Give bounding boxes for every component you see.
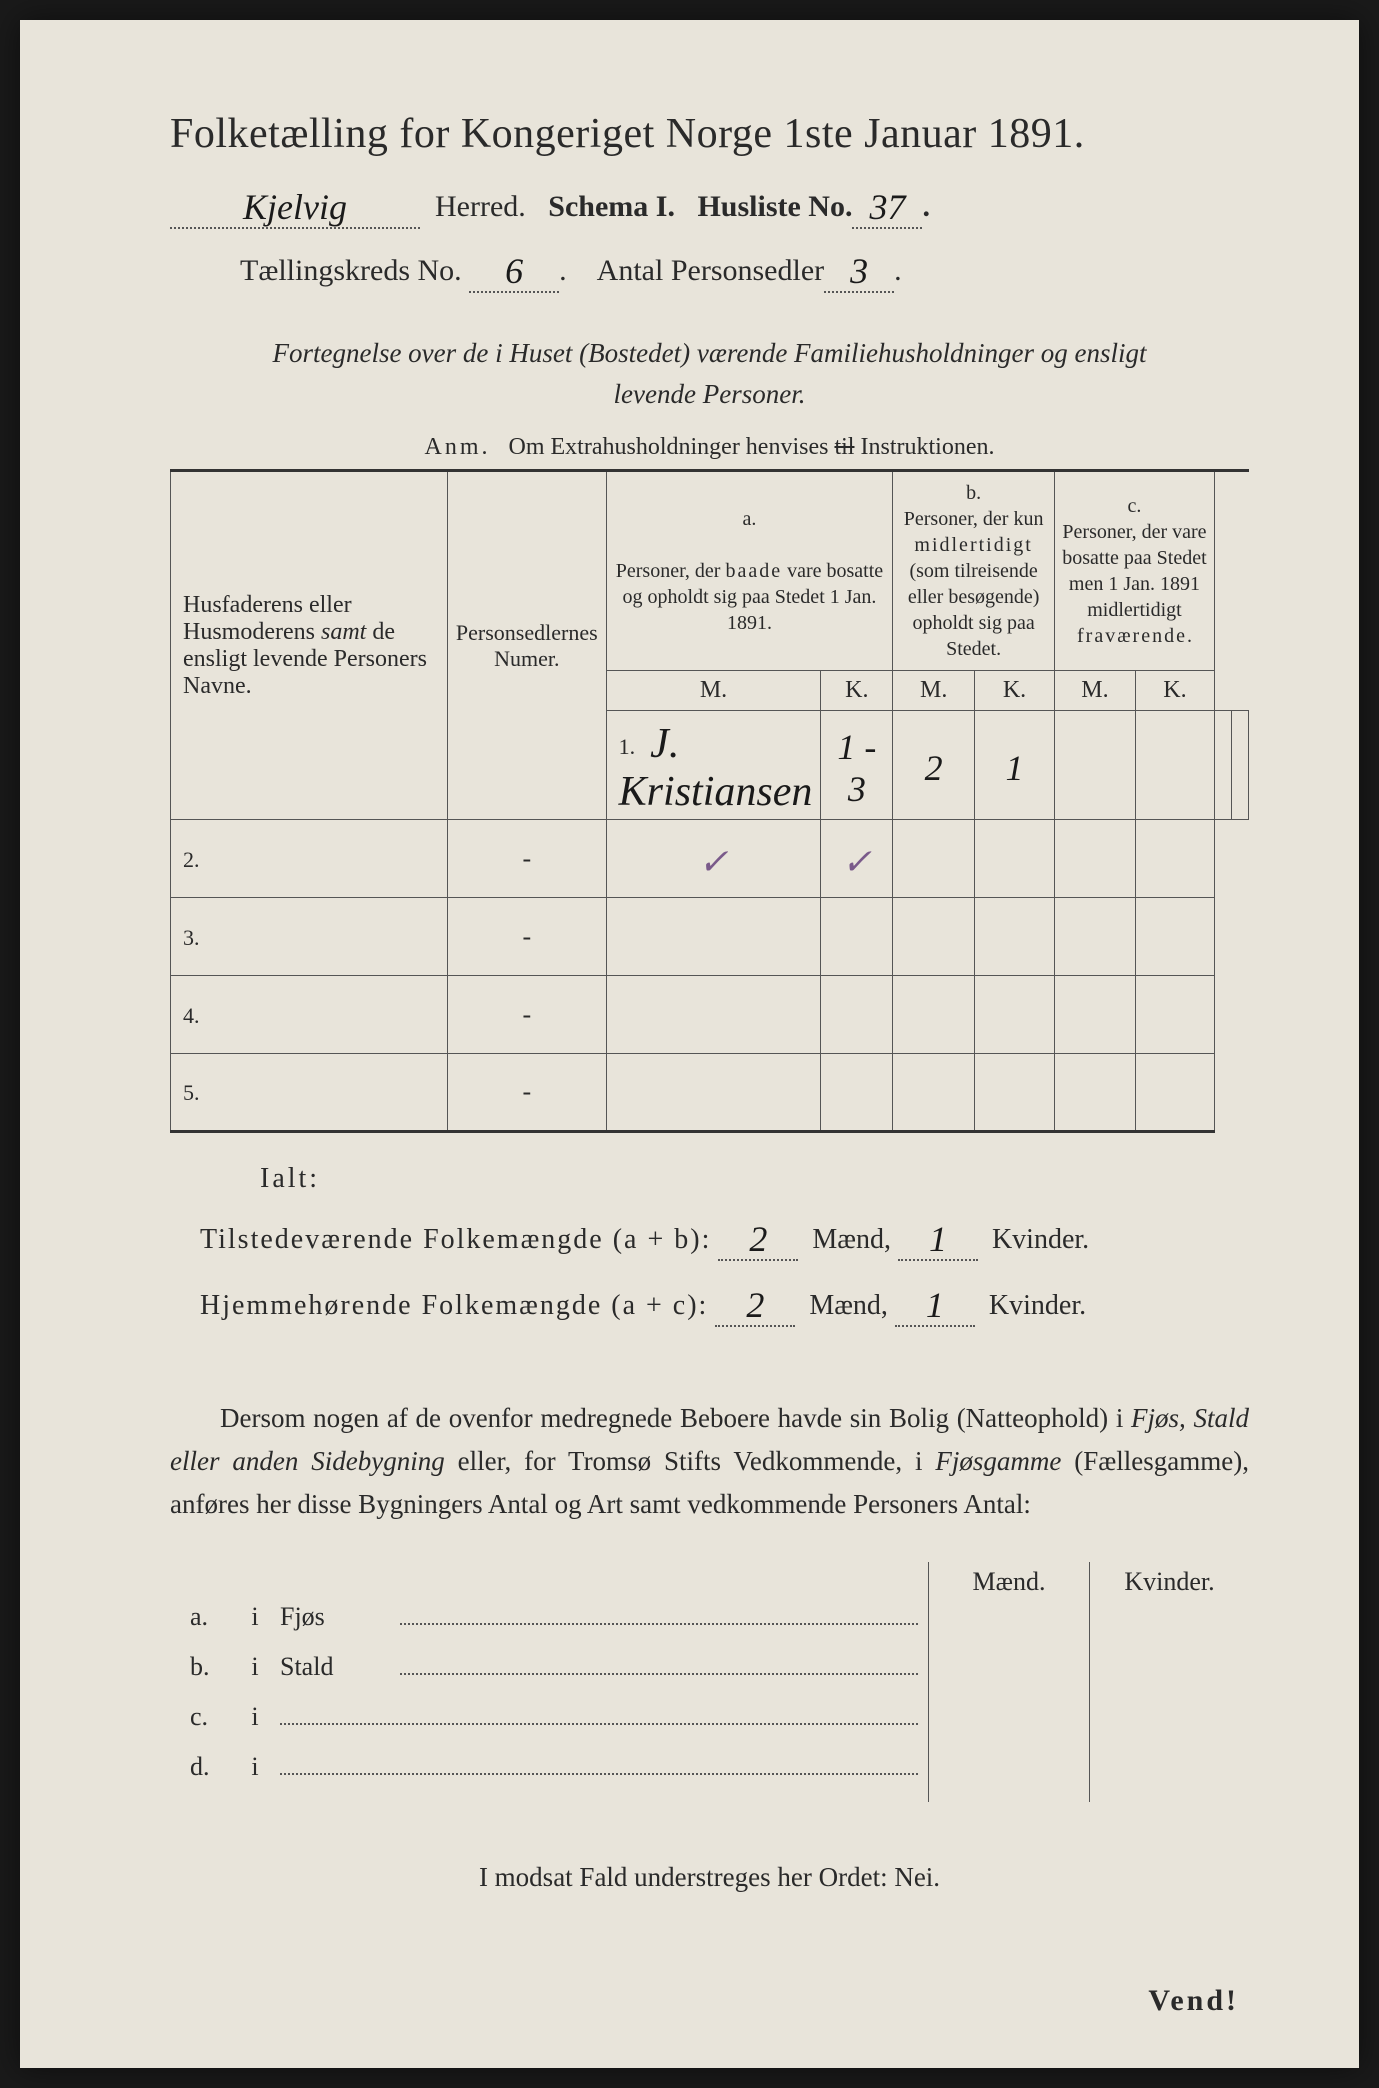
herred-label: Herred.: [435, 190, 526, 224]
anm-text: Om Extrahusholdninger henvises til Instr…: [509, 434, 995, 460]
col-num-header: Personsedlernes Numer.: [447, 471, 606, 820]
row1-name: J. Kristiansen: [619, 721, 813, 815]
page-title: Folketælling for Kongeriget Norge 1ste J…: [170, 110, 1249, 158]
col-b-m: M.: [893, 671, 975, 711]
herred-field: Kjelvig: [170, 183, 420, 229]
col-b-k: K.: [975, 671, 1055, 711]
side-col-kvinder: Kvinder.: [1089, 1562, 1249, 1802]
sum2-m: 2: [746, 1285, 764, 1325]
census-form-page: Folketælling for Kongeriget Norge 1ste J…: [20, 20, 1359, 2068]
personsedler-value: 3: [850, 251, 868, 291]
sum1-m: 2: [749, 1219, 767, 1259]
table-row: 4. -: [171, 976, 1249, 1054]
table-row: 3. -: [171, 898, 1249, 976]
side-col-maend: Mænd.: [929, 1562, 1089, 1802]
col-a-m: M.: [606, 671, 821, 711]
table-row: 5. -: [171, 1054, 1249, 1132]
kreds-value: 6: [505, 251, 523, 291]
header-line-2: Tællingskreds No. 6. Antal Personsedler …: [240, 247, 1249, 293]
table-row: 2. - ✓ ✓: [171, 820, 1249, 898]
col-name-header: Husfaderens eller Husmoderens samt de en…: [171, 471, 448, 820]
header-line-1: Kjelvig Herred. Schema I. Husliste No. 3…: [170, 183, 1249, 229]
personsedler-label: Antal Personsedler: [597, 254, 824, 288]
footer-line: I modsat Fald understreges her Ordet: Ne…: [170, 1862, 1249, 1893]
husliste-value: 37: [869, 187, 905, 227]
vend-label: Vend!: [1148, 1984, 1239, 2018]
annotation-line: Anm. Om Extrahusholdninger henvises til …: [170, 434, 1249, 461]
summary-line-1: Tilstedeværende Folkemængde (a + b): 2 M…: [200, 1215, 1249, 1261]
section-title: Fortegnelse over de i Huset (Bostedet) v…: [170, 333, 1249, 414]
side-row-c: c. i: [170, 1702, 928, 1752]
paragraph: Dersom nogen af de ovenfor medregnede Be…: [170, 1397, 1249, 1527]
sum1-k: 1: [929, 1219, 947, 1259]
side-row-a: a. i Fjøs: [170, 1602, 928, 1652]
schema-label: Schema I.: [548, 190, 675, 224]
col-a-k: K.: [821, 671, 893, 711]
col-c-header: c. Personer, der vare bosatte paa Stedet…: [1054, 471, 1214, 671]
kreds-label: Tællingskreds No.: [240, 254, 462, 288]
ialt-label: Ialt:: [260, 1163, 1249, 1195]
anm-label: Anm.: [425, 434, 491, 460]
husliste-label: Husliste No.: [697, 190, 852, 224]
col-b-header: b. Personer, der kun midlertidigt (som t…: [893, 471, 1055, 671]
summary-line-2: Hjemmehørende Folkemængde (a + c): 2 Mæn…: [200, 1281, 1249, 1327]
sum2-k: 1: [926, 1285, 944, 1325]
side-table: a. i Fjøs b. i Stald c. i d. i: [170, 1562, 1249, 1802]
col-c-m: M.: [1054, 671, 1135, 711]
col-a-header: a. Personer, der baade vare bosatte og o…: [606, 471, 893, 671]
herred-value: Kjelvig: [243, 187, 347, 227]
main-table: Husfaderens eller Husmoderens samt de en…: [170, 469, 1249, 1133]
side-row-b: b. i Stald: [170, 1652, 928, 1702]
side-row-d: d. i: [170, 1752, 928, 1802]
col-c-k: K.: [1135, 671, 1214, 711]
